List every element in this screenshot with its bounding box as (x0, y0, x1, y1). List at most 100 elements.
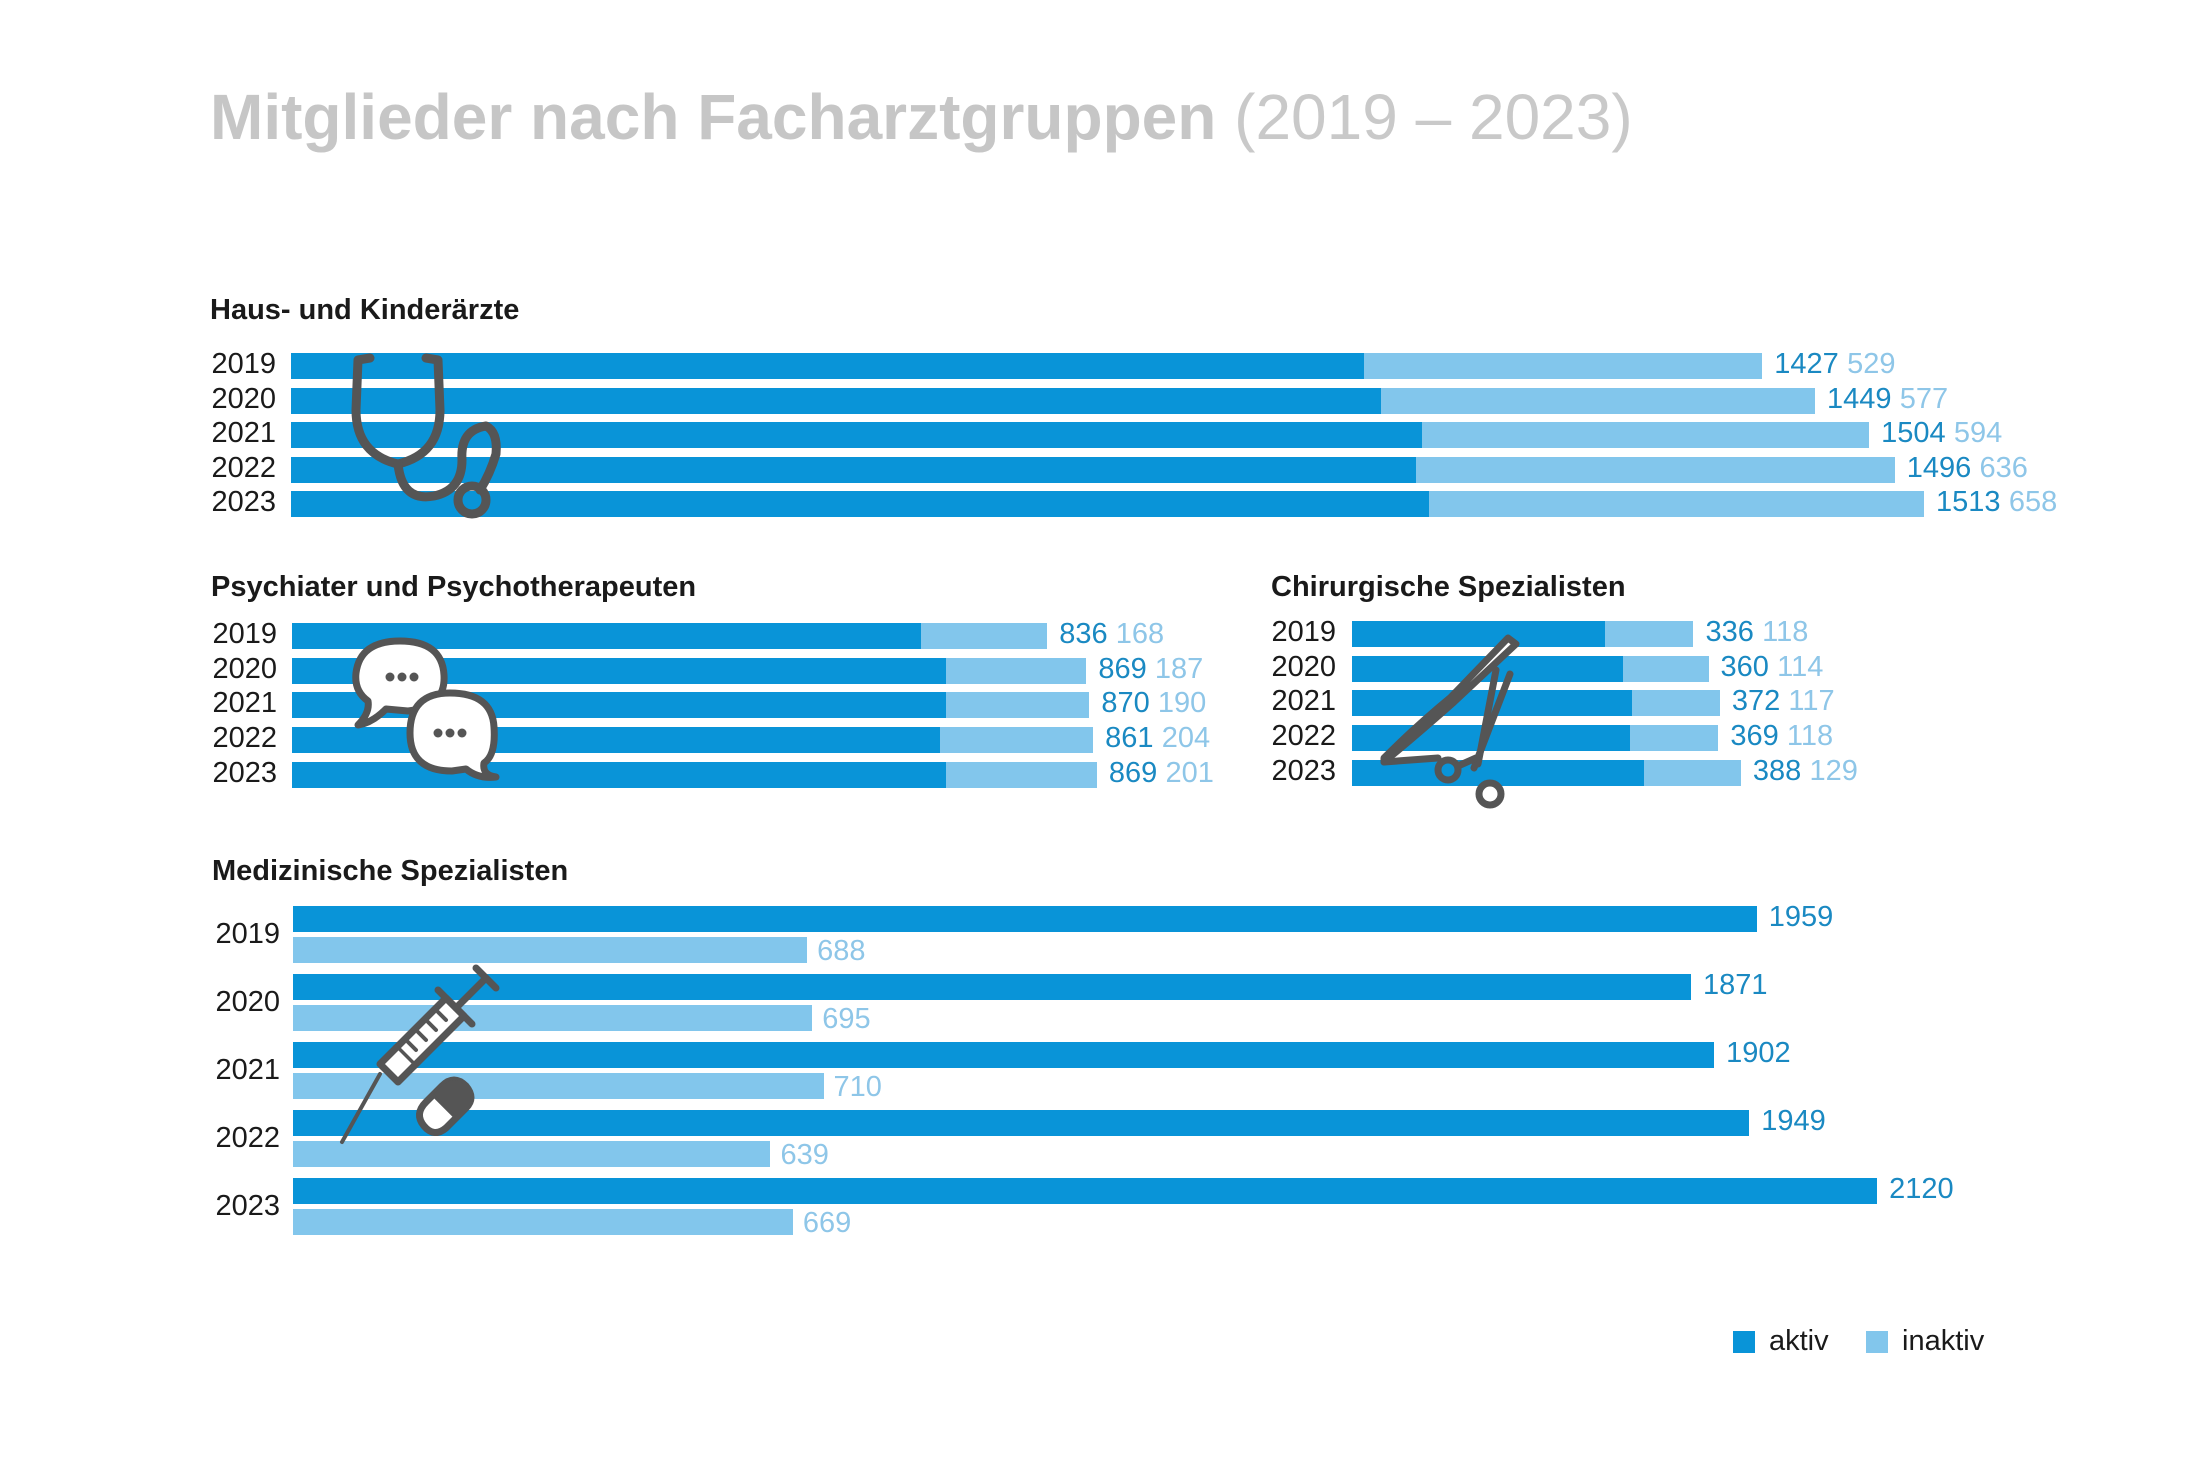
bar-aktiv (293, 906, 1757, 932)
data-label-inaktiv: 204 (1161, 722, 1211, 755)
data-label-inaktiv: 710 (833, 1071, 882, 1103)
data-label-aktiv: 1496 (1906, 451, 1972, 484)
data-label-aktiv: 372 (1731, 685, 1781, 718)
year-label: 2021 (1271, 685, 1336, 718)
title-main: Mitglieder nach Facharztgruppen (210, 81, 1217, 153)
page-title: Mitglieder nach Facharztgruppen (2019 – … (210, 80, 1633, 154)
bar-aktiv (291, 387, 1381, 414)
bar-inaktiv (1380, 387, 1815, 414)
data-label-inaktiv: 114 (1777, 650, 1824, 683)
year-label: 2022 (1271, 720, 1336, 753)
data-label-inaktiv: 688 (817, 935, 866, 967)
data-label-inaktiv: 190 (1157, 687, 1207, 720)
year-label: 2020 (212, 652, 277, 685)
data-label-inaktiv: 168 (1115, 618, 1165, 650)
year-label: 2023 (215, 1190, 280, 1222)
year-label: 2022 (215, 1122, 280, 1154)
data-label-aktiv: 1871 (1703, 969, 1768, 1001)
year-label: 2019 (211, 348, 276, 380)
legend-inaktiv: inaktiv (1866, 1325, 1984, 1358)
bar-inaktiv (293, 937, 808, 963)
bar-inaktiv (1429, 491, 1925, 517)
stethoscope-icon (351, 353, 501, 519)
bar-inaktiv (1604, 621, 1694, 647)
bar-inaktiv (939, 727, 1094, 754)
data-label-aktiv: 1959 (1768, 901, 1834, 933)
data-label-aktiv: 836 (1059, 618, 1108, 650)
speech-bubbles-icon (352, 637, 500, 781)
data-label-inaktiv: 695 (822, 1003, 871, 1035)
data-label-aktiv: 336 (1705, 616, 1754, 648)
data-label-aktiv: 369 (1730, 720, 1779, 753)
legend-aktiv: aktiv (1733, 1325, 1829, 1358)
bar-inaktiv (1629, 725, 1719, 752)
bar-inaktiv (1364, 353, 1763, 379)
bar-inaktiv (293, 1209, 793, 1235)
section-title-psych: Psychiater und Psychotherapeuten (211, 571, 697, 603)
bar-inaktiv (920, 623, 1048, 649)
bar-aktiv (293, 1042, 1715, 1068)
bar-inaktiv (293, 1005, 813, 1031)
year-label: 2020 (1271, 650, 1336, 683)
bar-aktiv (292, 761, 946, 788)
data-label-aktiv: 388 (1752, 754, 1802, 787)
bar-inaktiv (1643, 759, 1741, 786)
bar-aktiv (293, 1110, 1750, 1136)
bar-inaktiv (1622, 655, 1709, 682)
data-label-inaktiv: 118 (1786, 720, 1834, 753)
title-range: (2019 – 2023) (1234, 81, 1633, 153)
year-label: 2023 (211, 486, 276, 518)
year-label: 2019 (1271, 616, 1336, 648)
legend-label-inaktiv: inaktiv (1902, 1325, 1985, 1357)
year-label: 2019 (215, 918, 280, 950)
section-title-haus: Haus- und Kinderärzte (210, 294, 520, 326)
data-label-inaktiv: 658 (2008, 486, 2058, 518)
bar-inaktiv (1416, 456, 1895, 483)
year-label: 2020 (211, 382, 276, 415)
data-label-inaktiv: 201 (1165, 756, 1214, 789)
year-label: 2021 (212, 687, 277, 720)
legend-swatch-inaktiv (1866, 1330, 1888, 1353)
year-label: 2021 (215, 1054, 280, 1086)
section-title-chir: Chirurgische Spezialisten (1271, 571, 1626, 603)
data-label-inaktiv: 118 (1762, 616, 1809, 648)
bar-inaktiv (945, 761, 1097, 788)
bar-inaktiv (945, 657, 1087, 684)
data-label-aktiv: 360 (1720, 650, 1769, 683)
bar-inaktiv (1631, 690, 1720, 717)
year-label: 2023 (212, 756, 277, 789)
data-label-aktiv: 869 (1108, 756, 1158, 789)
bar-inaktiv (946, 692, 1090, 719)
data-label-inaktiv: 639 (780, 1139, 829, 1171)
data-label-aktiv: 861 (1105, 722, 1154, 755)
bar-aktiv (293, 974, 1691, 1000)
data-label-aktiv: 1949 (1761, 1105, 1826, 1137)
year-label: 2022 (211, 451, 276, 484)
data-label-aktiv: 1427 (1774, 348, 1839, 380)
data-label-inaktiv: 636 (1979, 451, 2028, 484)
year-label: 2019 (212, 618, 277, 650)
year-label: 2021 (211, 417, 276, 449)
bar-inaktiv (293, 1073, 824, 1099)
data-label-aktiv: 870 (1101, 687, 1150, 720)
bar-aktiv (1352, 621, 1605, 647)
data-label-inaktiv: 669 (802, 1207, 852, 1239)
data-label-inaktiv: 129 (1809, 754, 1858, 787)
data-label-aktiv: 1513 (1936, 486, 2001, 518)
data-label-aktiv: 1902 (1726, 1037, 1791, 1069)
year-label: 2022 (212, 722, 277, 755)
data-label-inaktiv: 117 (1788, 685, 1835, 718)
year-label: 2023 (1271, 754, 1336, 787)
bar-aktiv (293, 1178, 1878, 1204)
bar-aktiv (291, 353, 1365, 379)
syringe-pill-icon (340, 964, 500, 1144)
section-title-med: Medizinische Spezialisten (212, 855, 569, 887)
data-label-aktiv: 1504 (1881, 417, 1946, 449)
data-label-aktiv: 1449 (1826, 382, 1892, 415)
bar-inaktiv (1422, 422, 1870, 448)
data-label-aktiv: 869 (1098, 652, 1147, 685)
bar-aktiv (291, 456, 1417, 483)
bar-aktiv (292, 727, 940, 754)
scalpel-scissors-icon (1380, 634, 1520, 809)
